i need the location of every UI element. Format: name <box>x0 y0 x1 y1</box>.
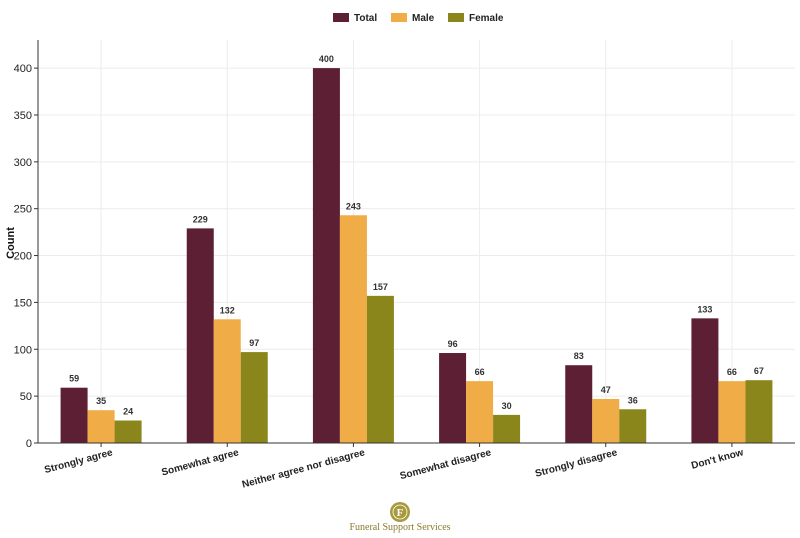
y-tick-label: 400 <box>14 63 32 75</box>
logo-letter: F <box>397 507 404 519</box>
x-tick-label: Strongly agree <box>43 447 114 476</box>
bar-total <box>691 318 719 443</box>
bar-male <box>87 410 115 443</box>
company-logo: F Funeral Support Services <box>349 502 451 533</box>
y-tick-label: 250 <box>14 204 32 216</box>
bar-total <box>565 365 593 443</box>
data-label: 36 <box>628 395 638 405</box>
y-tick-label: 50 <box>20 391 32 403</box>
data-label: 66 <box>475 367 485 377</box>
logo-text: Funeral Support Services <box>349 522 450 533</box>
y-tick-label: 350 <box>14 110 32 122</box>
data-label: 83 <box>574 351 584 361</box>
data-label: 47 <box>601 385 611 395</box>
x-tick-label: Somewhat disagree <box>399 447 493 482</box>
data-labels: 59 35 24 229 132 97 400 243 157 96 66 30 83 47 36 133 66… <box>69 54 764 416</box>
legend-label-female: Female <box>469 13 504 24</box>
legend-label-total: Total <box>354 13 377 24</box>
data-label: 30 <box>502 401 512 411</box>
bar-male <box>592 398 620 443</box>
bar-female <box>493 414 521 443</box>
bar-total <box>60 387 88 443</box>
data-label: 157 <box>373 282 388 292</box>
legend-swatch-female <box>448 13 464 22</box>
bar-male <box>339 215 367 443</box>
data-label: 59 <box>69 374 79 384</box>
bar-male <box>213 319 241 443</box>
y-tick-label: 300 <box>14 157 32 169</box>
data-label: 24 <box>123 407 133 417</box>
bar-female <box>240 352 268 443</box>
bars <box>60 68 773 444</box>
grid-lines <box>38 40 795 444</box>
bar-male <box>718 381 746 443</box>
legend-swatch-total <box>333 13 349 22</box>
bar-total <box>439 353 467 443</box>
y-tick-label: 200 <box>14 251 32 263</box>
data-label: 243 <box>346 201 361 211</box>
data-label: 66 <box>727 367 737 377</box>
bar-total <box>186 228 214 443</box>
x-tick-label: Strongly disagree <box>534 447 619 480</box>
data-label: 229 <box>193 214 208 224</box>
data-label: 35 <box>96 396 106 406</box>
bar-female <box>619 409 647 443</box>
bar-female <box>745 380 773 443</box>
data-label: 67 <box>754 366 764 376</box>
bar-female <box>366 295 394 443</box>
legend: Total Male Female <box>333 13 504 24</box>
bar-male <box>466 381 494 443</box>
y-tick-label: 100 <box>14 344 32 356</box>
data-label: 132 <box>220 305 235 315</box>
x-tick-label: Somewhat agree <box>160 447 240 478</box>
data-label: 96 <box>448 339 458 349</box>
bar-total <box>312 68 340 444</box>
y-axis-title: Count <box>5 227 17 259</box>
data-label: 400 <box>319 54 334 64</box>
y-tick-label: 0 <box>26 438 32 450</box>
x-tick-label: Neither agree nor disagree <box>241 447 367 491</box>
x-tick-label: Don't know <box>690 447 745 472</box>
y-tick-label: 150 <box>14 297 32 309</box>
legend-label-male: Male <box>412 13 435 24</box>
legend-swatch-male <box>391 13 407 22</box>
data-label: 133 <box>697 304 712 314</box>
bar-female <box>114 420 142 443</box>
data-label: 97 <box>249 338 259 348</box>
